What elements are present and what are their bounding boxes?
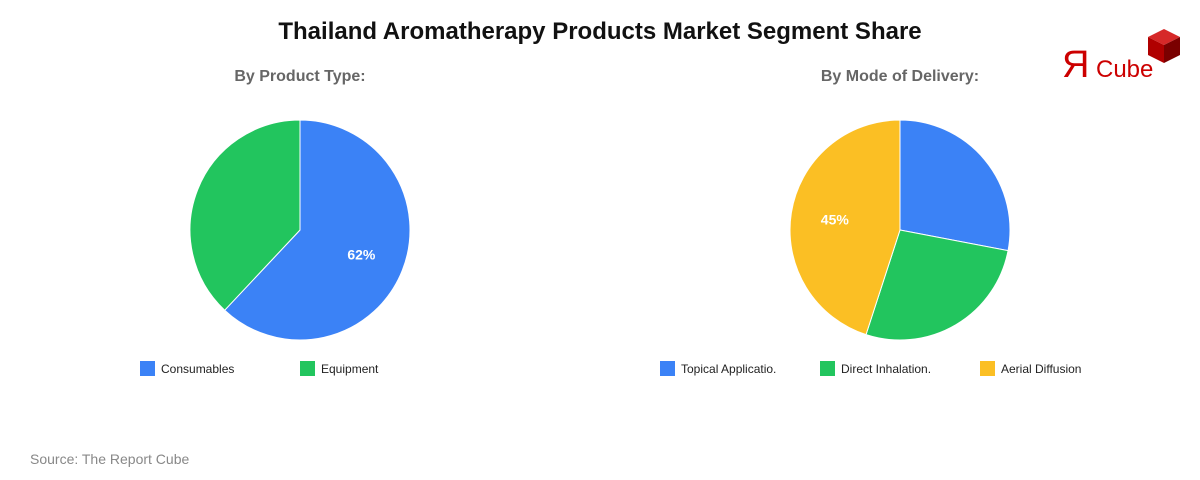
legend-swatch [140,361,155,376]
legend-swatch [820,361,835,376]
pie-slice [899,119,1011,252]
logo-cube: Cube [1096,56,1153,83]
legend-item: Direct Inhalation. [820,361,931,376]
legend-label: Direct Inhalation. [841,361,932,376]
delivery-mode-pie: 45% [789,119,1011,341]
source-note: Source: The Report Cube [30,451,190,467]
legend-item: Topical Applicatio. [660,361,776,376]
pie-slice [865,229,1009,341]
pie-slice [789,119,901,336]
slice-percent-label: 62% [347,246,376,262]
legend-swatch [660,361,675,376]
product-type-pie: 62% [189,119,411,341]
report-cube-logo: Я Cube [1060,25,1185,86]
legend-label: Aerial Diffusion [1001,361,1082,376]
delivery-mode-subtitle: By Mode of Delivery: [820,68,980,85]
legend-swatch [300,361,315,376]
product-type-subtitle: By Product Type: [234,68,366,85]
legend-item: Aerial Diffusion [980,361,1081,376]
pie-slice [223,119,411,341]
legend-swatch [980,361,995,376]
legend-label: Topical Applicatio. [681,361,777,376]
logo-r: Я [1062,44,1089,85]
legend-label: Consumables [161,361,235,376]
legend-item: Consumables [140,361,234,376]
pie-slice [189,119,301,311]
legend-label: Equipment [321,361,379,376]
legend-item: Equipment [300,361,378,376]
slice-percent-label: 45% [821,212,850,228]
chart-title: Thailand Aromatherapy Products Market Se… [278,18,922,45]
